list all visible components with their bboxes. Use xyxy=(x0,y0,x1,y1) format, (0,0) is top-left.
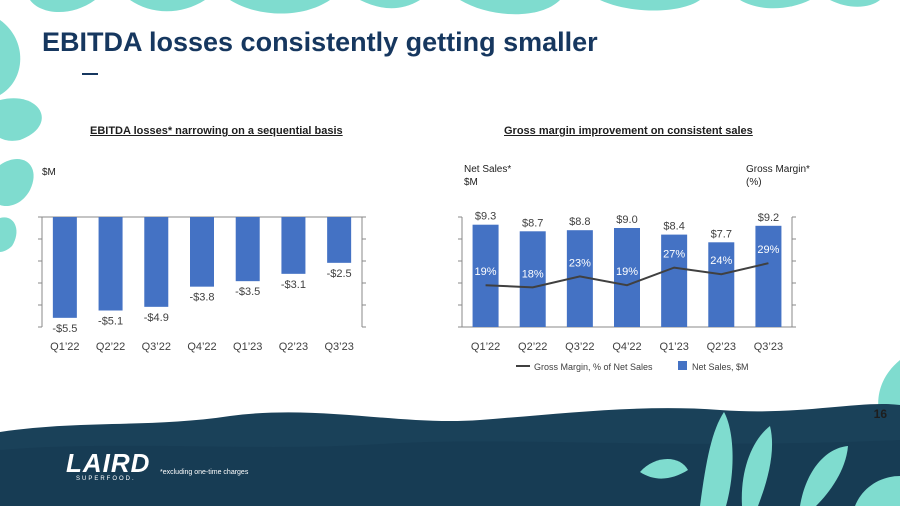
chart2-margin-label: 18% xyxy=(522,268,544,280)
chart2-category-label: Q3’22 xyxy=(565,341,594,353)
brand-logo: LAIRD SUPERFOOD. xyxy=(66,450,150,482)
chart2-sales-label: $9.0 xyxy=(616,214,637,226)
chart2-category-label: Q1’23 xyxy=(659,341,688,353)
chart1-category-label: Q3’22 xyxy=(142,341,171,353)
chart2-sales-label: $9.3 xyxy=(475,211,496,223)
chart1-bar xyxy=(190,217,214,287)
legend-bar-swatch xyxy=(678,361,687,370)
chart1-bar xyxy=(281,217,306,274)
legend-bar-label: Net Sales, $M xyxy=(692,362,749,372)
chart1-bar xyxy=(327,217,352,263)
chart1-value-label: -$5.5 xyxy=(52,323,77,335)
chart2-margin-label: 24% xyxy=(710,255,732,267)
chart2-category-label: Q2’22 xyxy=(518,341,547,353)
leaf-decoration-bottom xyxy=(640,412,900,506)
chart1-category-label: Q4’22 xyxy=(187,341,216,353)
chart1-value-label: -$3.8 xyxy=(189,292,214,304)
chart2-ylabel-left: Net Sales* $M xyxy=(464,164,512,188)
chart1-value-label: -$2.5 xyxy=(327,268,352,280)
chart2-sales-label: $8.8 xyxy=(569,216,590,228)
chart2-margin-line xyxy=(485,262,769,289)
chart1-value-label: -$4.9 xyxy=(144,312,169,324)
chart1-value-label: -$3.1 xyxy=(281,279,306,291)
chart2-sales-label: $7.7 xyxy=(711,228,732,240)
chart2-category-label: Q3’23 xyxy=(754,341,783,353)
chart2-sales-label: $8.4 xyxy=(663,221,684,233)
chart2-margin-label: 27% xyxy=(663,249,685,261)
chart1-category-label: Q2’22 xyxy=(96,341,125,353)
chart1-bar xyxy=(144,217,169,307)
chart1-ylabel: $M xyxy=(42,167,56,178)
chart2-ylabel-right: Gross Margin* (%) xyxy=(746,164,810,188)
chart1-bar xyxy=(235,217,260,282)
chart2-margin-label: 29% xyxy=(757,244,779,256)
chart1-value-label: -$3.5 xyxy=(235,286,260,298)
chart2-sales-bar xyxy=(661,234,688,327)
chart1-category-label: Q1’22 xyxy=(50,341,79,353)
page-title: EBITDA losses consistently getting small… xyxy=(42,27,598,57)
page-number: 16 xyxy=(873,407,887,421)
chart2-category-label: Q2’23 xyxy=(707,341,736,353)
chart2-sales-bar xyxy=(519,231,546,327)
chart2-category-label: Q4’22 xyxy=(612,341,641,353)
chart1-title: EBITDA losses* narrowing on a sequential… xyxy=(90,125,343,137)
chart1-category-label: Q3’23 xyxy=(324,341,353,353)
chart2-sales-bar xyxy=(472,224,499,327)
chart2-margin-label: 19% xyxy=(616,266,638,278)
chart2-margin-label: 23% xyxy=(569,257,591,269)
chart2-sales-bar xyxy=(708,242,735,327)
chart2-title: Gross margin improvement on consistent s… xyxy=(504,125,753,137)
brand-name: LAIRD xyxy=(66,448,151,478)
brand-tagline: SUPERFOOD. xyxy=(76,476,136,482)
chart2-category-label: Q1’22 xyxy=(471,341,500,353)
chart1-bar xyxy=(98,217,123,311)
chart2-sales-bar xyxy=(755,225,782,327)
footnote: *excluding one-time charges xyxy=(160,469,249,476)
chart2-sales-label: $9.2 xyxy=(758,212,779,224)
chart2-sales-label: $8.7 xyxy=(522,217,543,229)
chart2-sales-bar xyxy=(614,228,640,327)
chart1-category-label: Q1’23 xyxy=(233,341,262,353)
leaf-decoration-top xyxy=(0,0,880,15)
chart1-value-label: -$5.1 xyxy=(98,316,123,328)
legend-line-label: Gross Margin, % of Net Sales xyxy=(534,362,653,372)
leaf-decoration-left xyxy=(0,20,42,252)
chart1-bar xyxy=(52,217,77,318)
chart2-margin-label: 19% xyxy=(475,266,497,278)
chart1-category-label: Q2’23 xyxy=(279,341,308,353)
